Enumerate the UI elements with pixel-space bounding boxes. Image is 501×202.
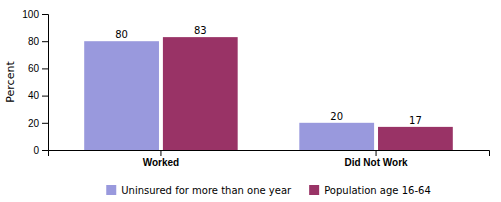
tick: 20: [28, 118, 48, 129]
data-label: 80: [115, 29, 128, 40]
axis-domain: [49, 151, 490, 157]
data-label: 17: [409, 115, 422, 126]
bar: [163, 37, 238, 150]
tick-label: 0: [33, 145, 39, 156]
bars: [84, 37, 453, 150]
tick-label: Worked: [143, 157, 180, 168]
tick-label: 80: [28, 36, 40, 47]
tick-mark: [42, 123, 48, 124]
tick-mark: [42, 41, 48, 42]
tick-mark: [42, 68, 48, 69]
tick: Did Not Work: [344, 150, 408, 168]
legend-item: Population age 16-64: [309, 185, 431, 196]
legend-swatch: [106, 185, 116, 195]
tick-mark: [42, 14, 48, 15]
x-axis: Worked Did Not Work: [49, 150, 490, 168]
legend: Uninsured for more than one year Populati…: [106, 185, 431, 196]
tick: 100: [22, 9, 48, 20]
bar: [378, 127, 453, 150]
tick-mark: [42, 150, 48, 151]
tick-mark: [160, 150, 161, 156]
legend-label: Population age 16-64: [324, 185, 431, 196]
legend-swatch: [309, 185, 319, 195]
tick: 0: [33, 145, 48, 156]
legend-item: Uninsured for more than one year: [106, 185, 292, 196]
tick-mark: [42, 96, 48, 97]
tick-label: 40: [28, 90, 40, 101]
tick: 80: [28, 36, 48, 47]
tick-label: 100: [22, 9, 39, 20]
tick-label: Did Not Work: [344, 157, 408, 168]
tick: 40: [28, 90, 48, 101]
tick: Worked: [143, 150, 180, 168]
legend-label: Uninsured for more than one year: [121, 185, 292, 196]
plot: 80 20 83 17 0 20 40 60 80 100 Worked Did Not Work: [22, 9, 489, 168]
tick-label: 60: [28, 63, 40, 74]
tick-mark: [376, 150, 377, 156]
tick-label: 20: [28, 118, 40, 129]
chart: 80 20 83 17 0 20 40 60 80 100 Worked Did Not Work Pe…: [0, 0, 501, 202]
axis-domain: [42, 15, 49, 151]
data-label: 83: [194, 25, 207, 36]
bar: [84, 41, 159, 150]
data-labels: 80 20 83 17: [115, 25, 422, 126]
axis-title: Percent: [4, 61, 17, 103]
tick: 60: [28, 63, 48, 74]
y-axis: 0 20 40 60 80 100: [22, 9, 48, 156]
data-label: 20: [330, 111, 343, 122]
bar: [299, 123, 374, 150]
